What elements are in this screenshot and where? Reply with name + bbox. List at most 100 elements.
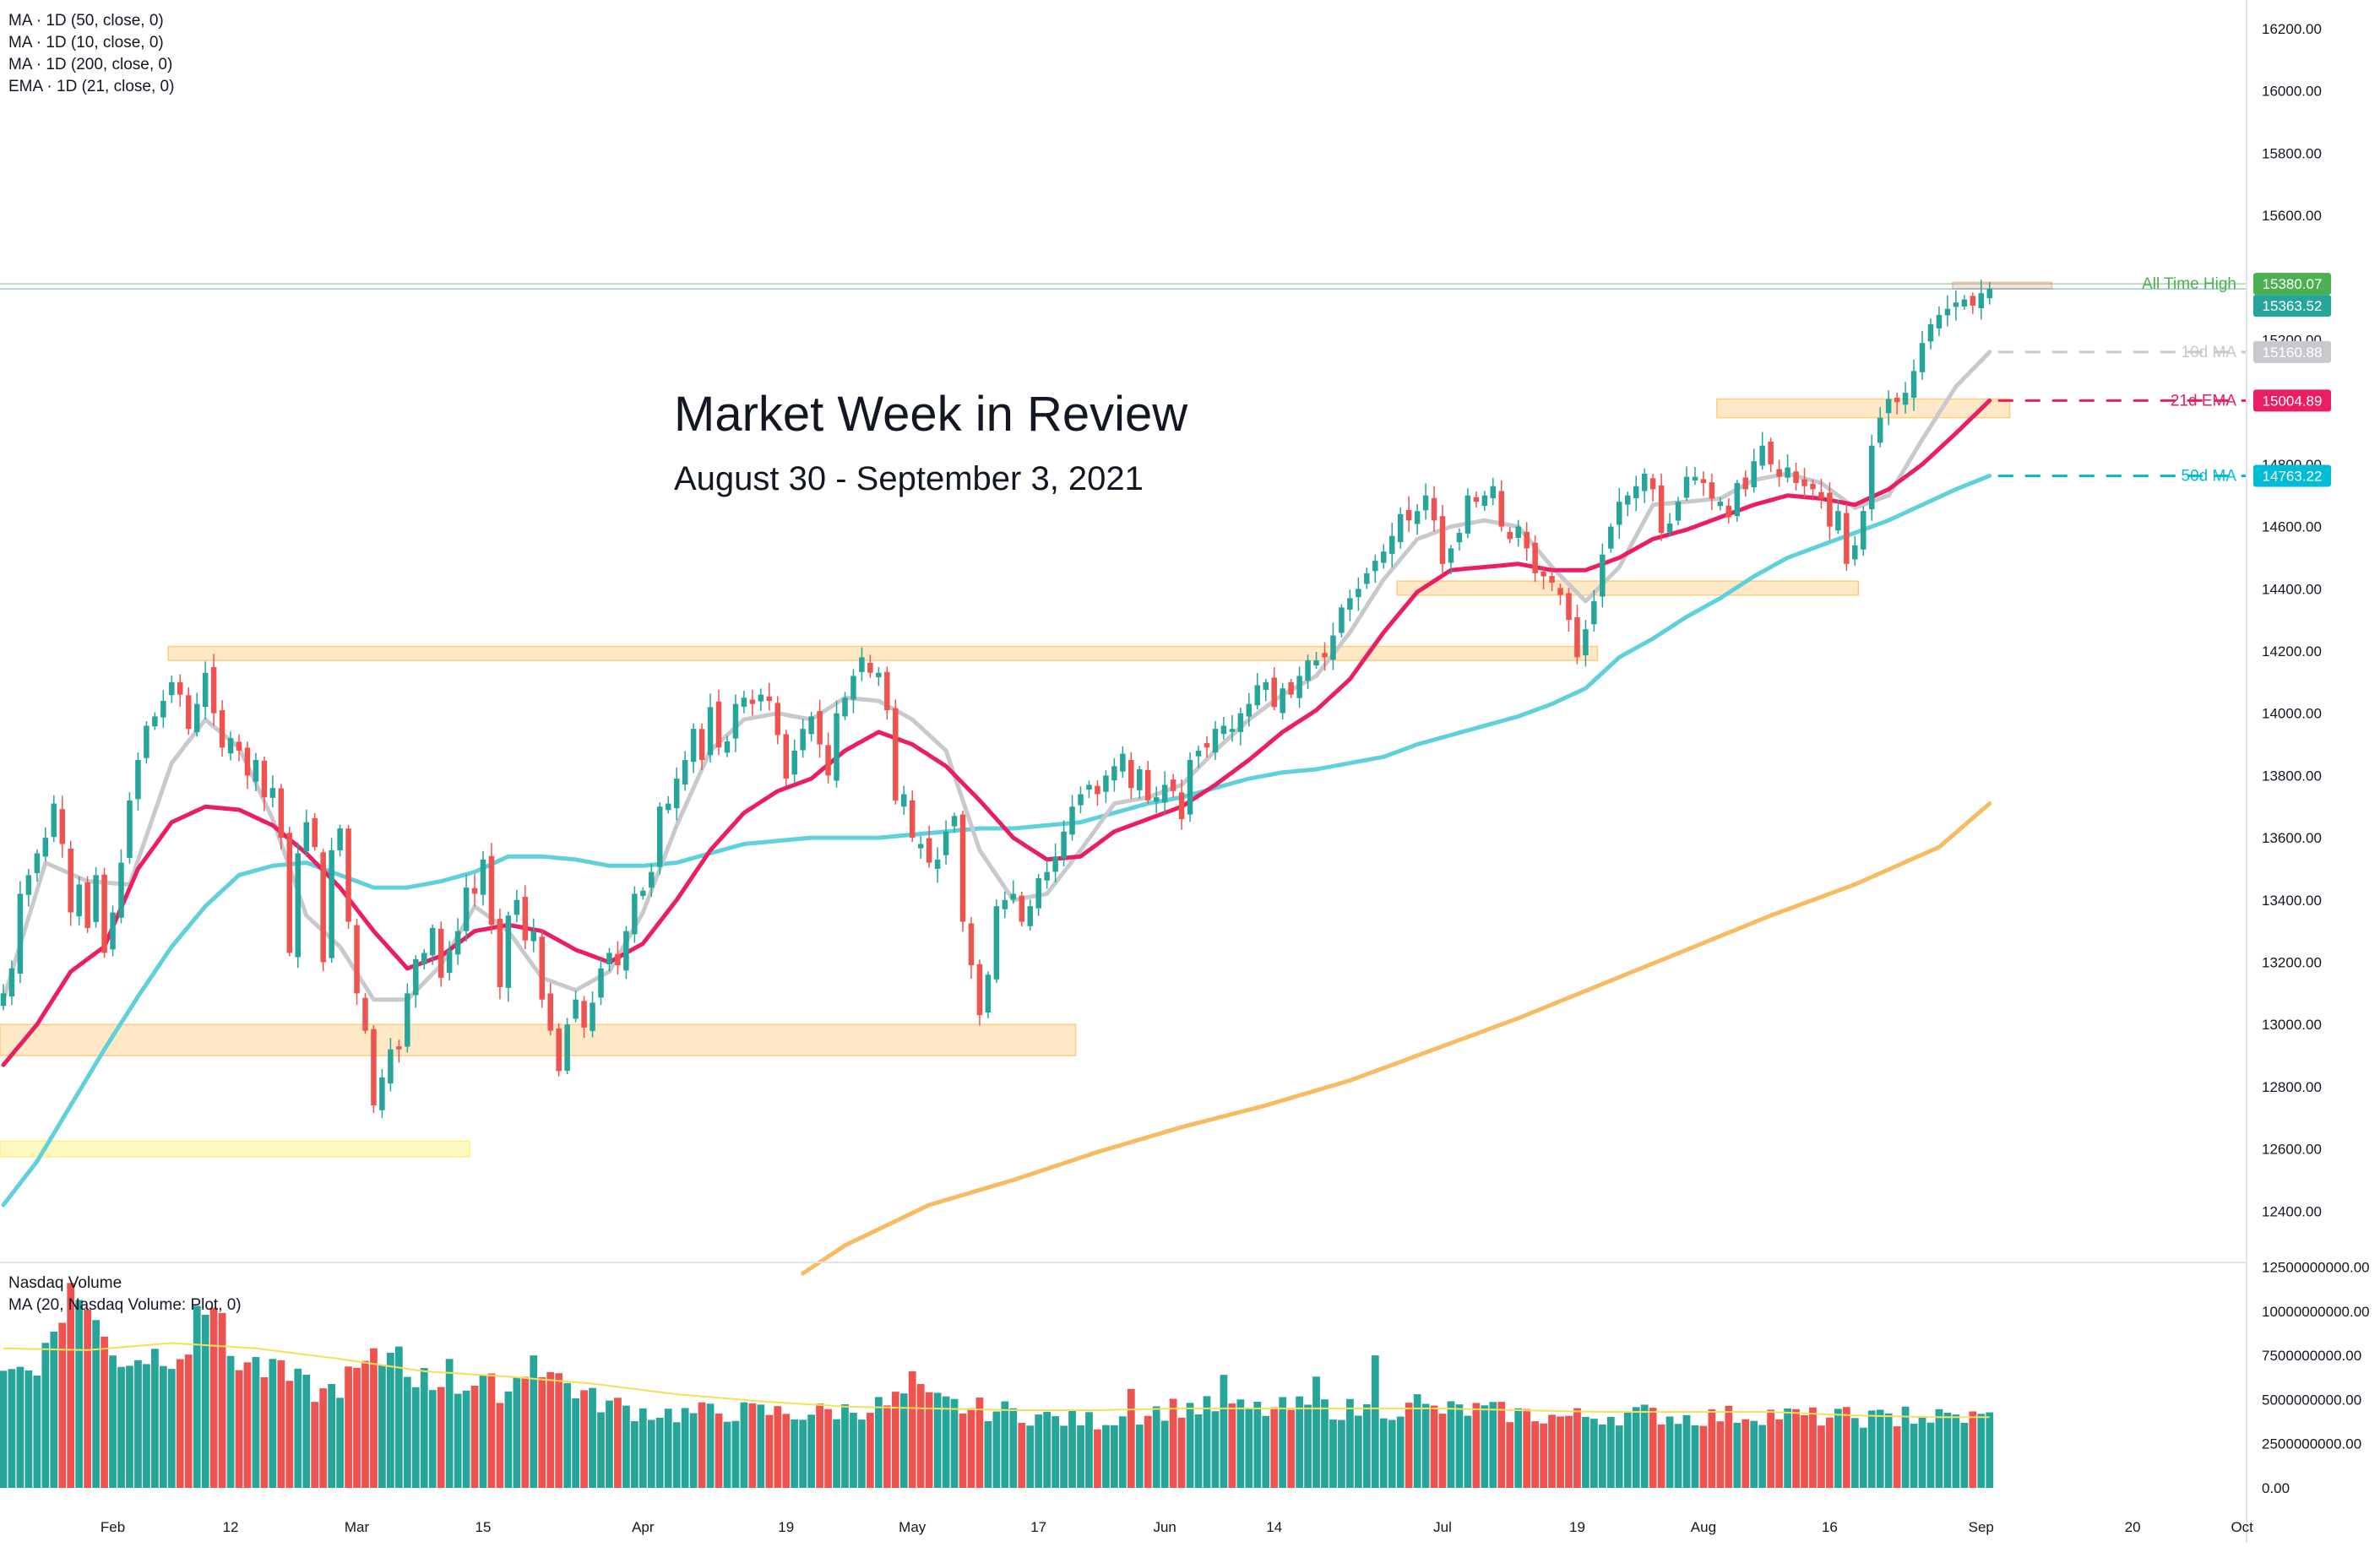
volume-bar-38 xyxy=(319,1388,328,1488)
candle-61 xyxy=(513,899,520,915)
candle-197 xyxy=(1658,485,1665,533)
candle-59 xyxy=(497,919,503,987)
price-tick-18: 16200.00 xyxy=(2262,21,2322,37)
volume-bar-93 xyxy=(782,1414,791,1488)
candle-73 xyxy=(615,953,621,966)
volume-bar-186 xyxy=(1565,1415,1573,1488)
candle-31 xyxy=(261,760,268,798)
legend-nasdaq-volume[interactable]: Nasdaq Volume xyxy=(8,1274,122,1292)
candle-32 xyxy=(269,788,276,798)
volume-bar-109 xyxy=(916,1384,925,1488)
volume-bar-64 xyxy=(538,1376,546,1488)
volume-bar-90 xyxy=(757,1404,765,1488)
time-axis[interactable]: Feb 12 Mar 15 Apr 19 May 17 Jun 14 Jul 19 Aug 16 Sep 20… xyxy=(101,1519,2253,1535)
volume-bar-81 xyxy=(681,1408,689,1488)
candle-50 xyxy=(421,953,427,964)
volume-bar-185 xyxy=(1557,1416,1564,1488)
time-tick-5: 19 xyxy=(778,1519,794,1535)
candle-6 xyxy=(51,803,57,838)
volume-axis[interactable]: 0.00 2500000000.00 5000000000.00 7500000000… xyxy=(2262,1260,2370,1497)
volume-bar-156 xyxy=(1312,1376,1320,1488)
volume-bar-79 xyxy=(664,1409,672,1488)
volume-bar-171 xyxy=(1438,1414,1447,1488)
volume-bar-234 xyxy=(1969,1411,1977,1488)
candle-218 xyxy=(1835,511,1841,531)
volume-bar-40 xyxy=(336,1398,344,1488)
volume-bar-147 xyxy=(1236,1399,1245,1488)
volume-bar-128 xyxy=(1077,1425,1084,1488)
volume-bar-45 xyxy=(378,1364,386,1488)
volume-bar-166 xyxy=(1396,1416,1405,1488)
volume-bar-223 xyxy=(1876,1409,1884,1488)
volume-bar-174 xyxy=(1464,1415,1472,1488)
volume-bar-23 xyxy=(193,1305,201,1488)
candle-145 xyxy=(1220,725,1227,735)
candle-10 xyxy=(84,882,90,928)
candle-126 xyxy=(1061,831,1067,859)
candle-166 xyxy=(1397,513,1404,542)
volume-bar-31 xyxy=(260,1376,269,1488)
legend-ma10[interactable]: MA · 1D (10, close, 0) xyxy=(8,34,164,52)
candle-80 xyxy=(673,779,680,809)
candle-37 xyxy=(312,817,318,848)
candle-149 xyxy=(1254,685,1261,706)
candle-200 xyxy=(1683,476,1690,498)
volume-bar-2 xyxy=(16,1366,24,1488)
candle-178 xyxy=(1498,491,1505,527)
legend-volume-ma[interactable]: MA (20, Nasdaq Volume: Plot, 0) xyxy=(8,1296,242,1314)
volume-bar-161 xyxy=(1354,1415,1362,1488)
candle-153 xyxy=(1288,681,1294,695)
candle-127 xyxy=(1069,806,1075,835)
candle-49 xyxy=(413,958,419,996)
volume-bar-27 xyxy=(226,1355,235,1488)
volume-bar-114 xyxy=(959,1413,967,1488)
volume-bar-33 xyxy=(277,1360,285,1488)
candle-214 xyxy=(1801,479,1807,486)
volume-bar-214 xyxy=(1801,1414,1808,1488)
volume-tick-1: 2500000000.00 xyxy=(2262,1436,2361,1452)
candle-210 xyxy=(1768,441,1774,464)
zone-1 xyxy=(0,1023,1077,1056)
volume-bar-179 xyxy=(1506,1422,1514,1488)
volume-bar-50 xyxy=(420,1368,428,1488)
candle-92 xyxy=(774,703,781,736)
volume-bar-187 xyxy=(1573,1408,1581,1488)
candle-99 xyxy=(834,713,840,781)
candle-58 xyxy=(488,855,495,925)
time-tick-13: 16 xyxy=(1822,1519,1838,1535)
volume-bar-205 xyxy=(1725,1405,1733,1488)
candle-228 xyxy=(1919,343,1926,372)
volume-bar-51 xyxy=(428,1390,437,1488)
candle-162 xyxy=(1364,573,1370,584)
ma10-line xyxy=(1,350,1992,1002)
volume-bar-92 xyxy=(774,1406,782,1488)
volume-bar-164 xyxy=(1379,1418,1388,1488)
volume-bar-211 xyxy=(1775,1419,1783,1488)
legend-ma200[interactable]: MA · 1D (200, close, 0) xyxy=(8,56,172,73)
legend-ma50[interactable]: MA · 1D (50, close, 0) xyxy=(8,12,164,30)
candle-91 xyxy=(766,696,773,701)
candle-169 xyxy=(1422,495,1429,511)
volume-bar-20 xyxy=(167,1369,176,1488)
volume-bar-73 xyxy=(614,1398,622,1488)
candle-33 xyxy=(278,788,285,839)
candle-201 xyxy=(1692,476,1698,481)
candle-171 xyxy=(1439,516,1446,564)
volume-bar-202 xyxy=(1699,1425,1708,1488)
volume-bar-7 xyxy=(58,1322,67,1488)
candle-105 xyxy=(884,671,890,711)
legend-ema21[interactable]: EMA · 1D (21, close, 0) xyxy=(8,78,174,95)
volume-bar-206 xyxy=(1733,1422,1742,1488)
volume-bar-80 xyxy=(672,1422,681,1488)
candle-62 xyxy=(522,897,529,941)
candle-117 xyxy=(985,974,992,1013)
price-axis[interactable]: 12400.00 12600.00 12800.00 13000.00 13200.00… xyxy=(2262,21,2322,1219)
volume-bar-118 xyxy=(992,1411,1001,1488)
candle-48 xyxy=(405,993,410,1047)
candle-56 xyxy=(471,887,478,894)
candle-225 xyxy=(1894,398,1900,403)
candle-103 xyxy=(867,662,873,673)
volume-bar-217 xyxy=(1826,1417,1834,1488)
volume-bar-117 xyxy=(984,1420,992,1488)
